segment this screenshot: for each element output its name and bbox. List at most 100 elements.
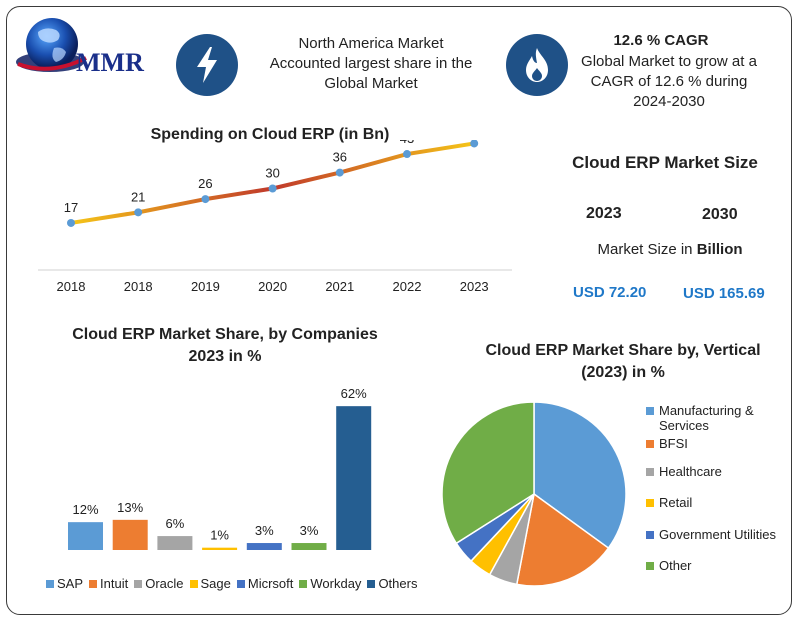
- bar-chart-legend: SAP Intuit Oracle Sage Micrsoft Workday Others: [46, 576, 417, 591]
- lightning-badge: [176, 34, 238, 96]
- legend-swatch: [46, 579, 54, 588]
- line-chart-title: Spending on Cloud ERP (in Bn): [150, 126, 390, 143]
- bar-legend-item: Others: [367, 576, 417, 591]
- bar-micrsoft: [246, 543, 282, 550]
- market-size-unit: Market Size in Billion: [580, 241, 760, 258]
- pie-chart-title: Cloud ERP Market Share by, Vertical (202…: [485, 342, 761, 381]
- bar-legend-label: Oracle: [145, 576, 184, 591]
- header-left-text: North America Market Accounted largest s…: [269, 35, 473, 92]
- legend-swatch: [646, 562, 654, 570]
- pie-legend-item: Healthcare: [646, 464, 786, 479]
- line-data-label: 17: [64, 200, 78, 215]
- bar-data-label: 13%: [117, 500, 143, 515]
- line-x-tick-label: 2022: [393, 279, 422, 294]
- legend-swatch: [646, 499, 654, 507]
- pie-legend-item: Manufacturing & Services: [646, 403, 786, 433]
- line-point: [201, 195, 210, 204]
- pie-legend-label: Manufacturing & Services: [659, 403, 754, 433]
- line-x-tick-label: 2023: [460, 279, 489, 294]
- market-size-title: Cloud ERP Market Size: [572, 153, 758, 172]
- market-size-unit-prefix: Market Size in: [597, 241, 697, 258]
- legend-swatch: [236, 579, 245, 588]
- line-x-tick-label: 2021: [325, 279, 354, 294]
- pie-legend-label: BFSI: [659, 436, 688, 451]
- flame-icon: [526, 48, 548, 82]
- pie-legend-item: Retail: [646, 495, 786, 510]
- mmr-logo: MMR: [10, 14, 160, 82]
- bar-legend-item: Micrsoft: [236, 576, 294, 591]
- infographic-frame: [6, 6, 792, 615]
- line-series: [69, 141, 477, 225]
- bar-legend-item: Sage: [189, 576, 231, 591]
- header-right-text: Global Market to grow at a CAGR of 12.6 …: [581, 53, 757, 110]
- globe-icon: MMR: [16, 18, 144, 77]
- bar-workday: [291, 543, 327, 550]
- pie-slice: [515, 492, 610, 587]
- bar-legend-item: SAP: [46, 576, 83, 591]
- bar-legend-item: Intuit: [89, 576, 128, 591]
- bar-data-label: 12%: [72, 502, 98, 517]
- line-data-label: 21: [131, 189, 145, 204]
- bar-others: [336, 406, 372, 550]
- pie-slice: [441, 401, 535, 545]
- bar-legend-label: Intuit: [100, 576, 129, 591]
- legend-swatch: [367, 579, 376, 588]
- cagr-title: 12.6 % CAGR: [613, 32, 709, 49]
- line-x-tick-label: 2018: [57, 279, 86, 294]
- market-size-value-b: USD 165.69: [683, 285, 765, 302]
- bar-legend-label: Sage: [200, 576, 231, 591]
- line-data-label: 26: [198, 176, 212, 191]
- market-size-year-b: 2030: [702, 206, 738, 223]
- bar-chart-title: Cloud ERP Market Share, by Companies 202…: [72, 326, 378, 365]
- pie-legend-label: Government Utilities: [659, 527, 777, 542]
- line-point: [335, 168, 344, 177]
- legend-swatch: [299, 579, 308, 588]
- bar-legend-label: Workday: [310, 576, 362, 591]
- bar-legend-label: SAP: [57, 576, 84, 591]
- legend-swatch: [189, 579, 198, 588]
- bar-chart: 12% 13% 6% 1% 3% 3% 62%: [68, 386, 372, 550]
- bar-legend-item: Oracle: [134, 576, 184, 591]
- bar-legend-label: Micrsoft: [247, 576, 294, 591]
- pie-legend-label: Other: [659, 558, 692, 573]
- bar-data-label: 6%: [166, 516, 185, 531]
- bar-data-label: 62%: [341, 386, 367, 401]
- bar-data-label: 3%: [300, 523, 319, 538]
- line-point: [403, 150, 411, 159]
- bar-data-label: 3%: [255, 523, 274, 538]
- legend-swatch: [646, 407, 654, 415]
- pie-legend-item: Other: [646, 558, 786, 573]
- line-x-tick-label: 2018: [124, 279, 153, 294]
- line-data-label: 30: [265, 166, 279, 181]
- line-chart: 1721263036434720182018201920202021202220…: [38, 140, 512, 294]
- legend-swatch: [646, 440, 654, 448]
- bar-sage: [202, 547, 238, 550]
- pie-legend-item: Government Utilities: [646, 527, 786, 542]
- pie-legend-label: Healthcare: [659, 464, 722, 479]
- bar-legend-label: Others: [378, 576, 418, 591]
- bar-legend-item: Workday: [299, 576, 361, 591]
- line-point: [470, 140, 479, 148]
- market-size-unit-bold: Billion: [696, 241, 743, 258]
- line-data-label: 36: [333, 150, 347, 165]
- legend-swatch: [646, 468, 654, 476]
- bar-oracle: [157, 536, 193, 550]
- bar-data-label: 1%: [210, 528, 229, 543]
- market-size-year-a: 2023: [586, 205, 622, 222]
- pie-legend-label: Retail: [659, 495, 693, 510]
- line-x-tick-label: 2020: [258, 279, 287, 294]
- lightning-icon: [197, 47, 217, 83]
- flame-badge: [506, 34, 568, 96]
- legend-swatch: [646, 531, 654, 539]
- pie-legend-item: BFSI: [646, 436, 786, 451]
- logo-text: MMR: [76, 48, 144, 77]
- bar-sap: [68, 522, 103, 550]
- legend-swatch: [134, 579, 143, 588]
- pie-slice: [533, 401, 627, 550]
- line-data-label: 43: [400, 140, 414, 146]
- bar-intuit: [112, 519, 148, 550]
- line-point: [67, 218, 75, 227]
- line-x-tick-label: 2019: [191, 279, 220, 294]
- market-size-value-a: USD 72.20: [573, 284, 647, 301]
- line-point: [134, 208, 143, 217]
